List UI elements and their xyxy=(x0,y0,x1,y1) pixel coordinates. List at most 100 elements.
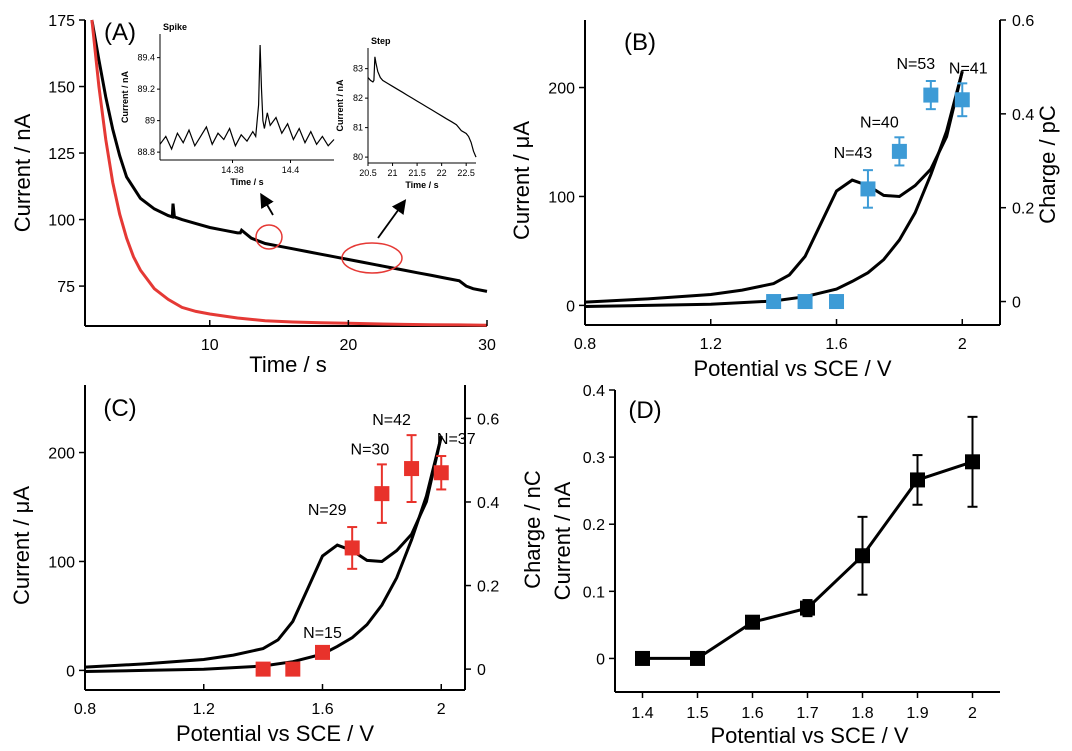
y-tick-label: 125 xyxy=(48,146,75,163)
y-axis-title: Current / μA xyxy=(509,121,534,240)
step-inset: 20.5 21 21.5 22 22.5 80 81 82 83 Step Time / s Curr… xyxy=(335,36,477,190)
y-tick-label: 150 xyxy=(48,80,75,97)
x-tick-label: 30 xyxy=(478,337,496,354)
inset-trace xyxy=(367,56,477,158)
inset-x-title: Time / s xyxy=(230,177,263,187)
inset-y-tick-label: 89.2 xyxy=(137,84,155,94)
x-axis-title: Potential vs SCE / V xyxy=(176,721,374,746)
charge-point xyxy=(797,294,813,310)
charge-point xyxy=(766,294,782,310)
data-point xyxy=(910,472,925,488)
x-tick-label: 1.6 xyxy=(825,336,847,353)
y2-tick-label: 0.4 xyxy=(477,495,499,512)
inset-title: Step xyxy=(371,36,391,46)
charge-point xyxy=(315,644,330,660)
inset-trace xyxy=(159,44,335,151)
y2-tick-label: 0.2 xyxy=(1012,201,1034,218)
n-count-label: N=41 xyxy=(949,60,988,77)
inset-title: Spike xyxy=(163,22,187,32)
y2-axis-title: Charge / nC xyxy=(520,470,545,589)
panel-a: 75 100 125 150 175 10 20 30 Time / s Current / nA… xyxy=(10,13,496,377)
x-tick-label: 1.6 xyxy=(741,705,763,722)
data-point xyxy=(800,600,815,616)
x-tick-label: 1.6 xyxy=(311,701,333,718)
y2-tick-label: 0 xyxy=(477,662,486,679)
inset-x-tick-label: 22 xyxy=(437,168,447,178)
panel-label: (A) xyxy=(104,19,136,46)
y-tick-label: 0.4 xyxy=(583,383,605,400)
x-tick-label: 2 xyxy=(968,705,977,722)
panel-d: 1.4 1.5 1.6 1.7 1.8 1.9 2 0 0.1 0.2 0.3 0.4 Potentia… xyxy=(550,383,1000,748)
x-tick-label: 0.8 xyxy=(574,336,596,353)
y-axis-title: Current / μA xyxy=(9,486,34,605)
data-point xyxy=(635,650,650,666)
inset-y-tick-label: 89.4 xyxy=(137,53,155,63)
n-count-label: N=15 xyxy=(303,625,342,642)
step-highlight-ellipse xyxy=(341,242,403,274)
panel-label: (B) xyxy=(624,29,656,56)
y-axis-title: Current / nA xyxy=(550,481,575,600)
y-tick-label: 0 xyxy=(566,298,575,315)
spike-inset: 14.38 14.4 88.8 89 89.2 89.4 Spike Time / s Curr… xyxy=(120,22,335,187)
inset-x-tick-label: 14.4 xyxy=(282,165,300,175)
x-tick-label: 2 xyxy=(437,701,446,718)
y-tick-label: 175 xyxy=(48,13,75,30)
n-count-label: N=40 xyxy=(860,114,899,131)
data-point xyxy=(690,650,705,666)
y2-tick-label: 0.6 xyxy=(1012,13,1034,30)
current-trace xyxy=(642,460,973,660)
n-count-label: N=42 xyxy=(372,412,411,429)
inset-y-tick-label: 88.8 xyxy=(137,147,155,157)
y2-tick-label: 0.6 xyxy=(477,411,499,428)
y2-tick-label: 0.4 xyxy=(1012,107,1034,124)
y-tick-label: 200 xyxy=(548,81,575,98)
panel-label: (D) xyxy=(628,397,661,424)
x-tick-label: 2 xyxy=(958,336,967,353)
charge-point xyxy=(285,661,301,677)
charge-point xyxy=(891,143,907,159)
charge-point xyxy=(829,294,845,310)
y-tick-label: 100 xyxy=(548,189,575,206)
y-tick-label: 200 xyxy=(48,446,75,463)
x-tick-label: 1.9 xyxy=(906,705,928,722)
data-point xyxy=(745,614,760,630)
cv-reverse-scan xyxy=(584,70,964,308)
spike-arrow xyxy=(260,192,274,216)
inset-x-tick-label: 22.5 xyxy=(457,168,475,178)
y-tick-label: 0.3 xyxy=(583,450,605,467)
y-tick-label: 0.2 xyxy=(583,517,605,534)
inset-y-title: Current / nA xyxy=(120,71,130,124)
inset-y-title: Current / nA xyxy=(335,79,345,132)
spike-highlight-ellipse xyxy=(255,224,283,250)
y2-tick-label: 0.2 xyxy=(477,579,499,596)
cv-forward-scan xyxy=(84,435,443,669)
x-tick-label: 1.5 xyxy=(686,705,708,722)
x-tick-label: 0.8 xyxy=(74,701,96,718)
y2-axis-title: Charge / pC xyxy=(1035,105,1060,224)
inset-x-tick-label: 21.5 xyxy=(408,168,426,178)
inset-y-tick-label: 80 xyxy=(353,152,363,162)
black-trace xyxy=(90,19,488,293)
charge-point xyxy=(344,540,360,556)
charge-point xyxy=(433,465,449,481)
inset-x-tick-label: 21 xyxy=(388,168,398,178)
cv-forward-scan xyxy=(584,70,964,304)
n-count-label: N=30 xyxy=(351,441,390,458)
charge-point xyxy=(923,87,939,103)
x-tick-label: 1.8 xyxy=(851,705,873,722)
y-tick-label: 0 xyxy=(66,663,75,680)
data-point xyxy=(855,548,870,564)
inset-y-tick-label: 81 xyxy=(353,123,363,133)
inset-x-tick-label: 14.38 xyxy=(221,165,244,175)
charge-point xyxy=(954,92,970,108)
charge-point xyxy=(374,486,390,502)
inset-x-tick-label: 20.5 xyxy=(359,168,377,178)
n-count-label: N=43 xyxy=(834,145,873,162)
x-tick-label: 1.4 xyxy=(631,705,653,722)
x-axis-title: Potential vs SCE / V xyxy=(710,723,908,748)
inset-y-tick-label: 82 xyxy=(353,93,363,103)
panel-label: (C) xyxy=(103,395,136,422)
y-tick-label: 0.1 xyxy=(583,584,605,601)
charge-point xyxy=(404,461,420,477)
n-count-label: N=37 xyxy=(437,431,476,448)
